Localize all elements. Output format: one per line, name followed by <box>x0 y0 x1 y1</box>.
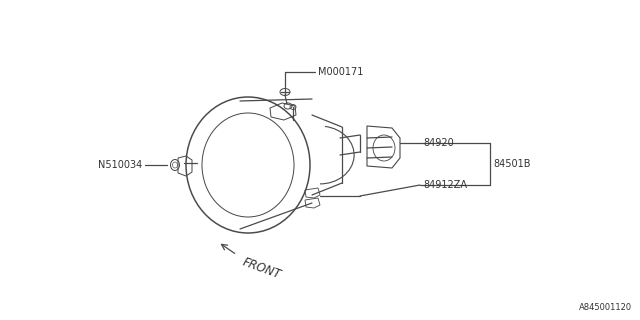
Text: FRONT: FRONT <box>241 256 283 282</box>
Text: M000171: M000171 <box>318 67 364 77</box>
Text: 84912ZA: 84912ZA <box>423 180 467 190</box>
Text: A845001120: A845001120 <box>579 303 632 312</box>
Text: 84501B: 84501B <box>493 159 531 169</box>
Text: N510034: N510034 <box>98 160 142 170</box>
Text: 84920: 84920 <box>423 138 454 148</box>
